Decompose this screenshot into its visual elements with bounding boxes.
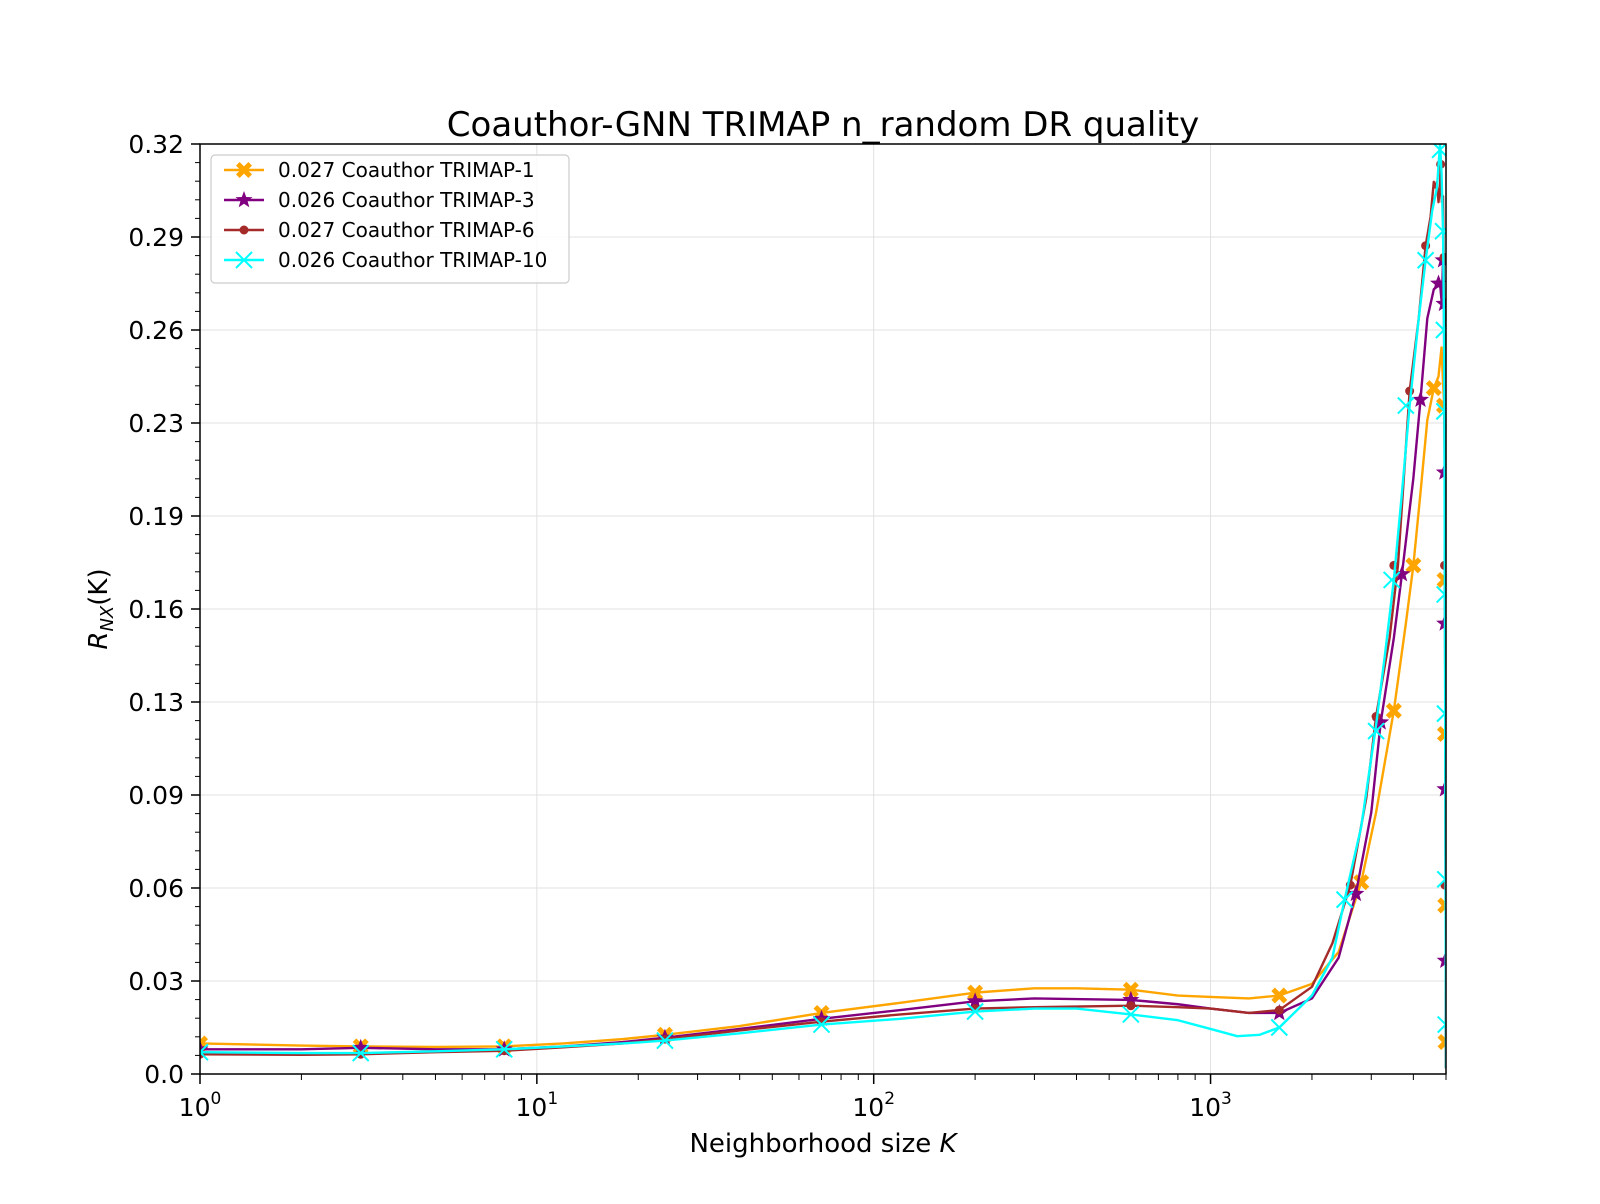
series-marker xyxy=(1385,702,1402,719)
y-axis-label: RNX(K) xyxy=(84,568,118,649)
series-line xyxy=(200,259,1446,1069)
series-marker xyxy=(235,251,253,269)
series-marker xyxy=(1435,321,1446,339)
series-marker xyxy=(1122,1005,1140,1024)
series-marker xyxy=(1435,585,1446,604)
series-marker xyxy=(1436,614,1446,631)
legend-box xyxy=(210,154,570,284)
y-tick-label: 0.32 xyxy=(128,130,184,159)
x-tick-base: 10 xyxy=(516,1093,548,1122)
series-marker xyxy=(966,992,984,1009)
series-marker xyxy=(1425,380,1442,397)
x-tick-base: 10 xyxy=(179,1093,211,1122)
series-marker xyxy=(1274,1005,1284,1015)
series-marker xyxy=(812,1015,831,1034)
y-tick-label: 0.0 xyxy=(144,1060,184,1089)
legend-label: 0.027 Coauthor TRIMAP-6 xyxy=(278,218,535,242)
series-marker xyxy=(1122,990,1140,1008)
series-marker xyxy=(966,1002,984,1021)
legend-entry: 0.027 Coauthor TRIMAP-6 xyxy=(224,218,535,242)
series-marker xyxy=(1416,251,1435,269)
series-marker xyxy=(1436,951,1446,968)
y-tick-label: 0.16 xyxy=(128,595,184,624)
x-tick-label: 100 xyxy=(179,1089,222,1122)
series-marker xyxy=(352,1038,370,1056)
series-line xyxy=(200,346,1446,1069)
series-marker xyxy=(235,191,253,208)
series-marker xyxy=(1126,1001,1136,1011)
legend: 0.027 Coauthor TRIMAP-1 0.026 Coauthor TR… xyxy=(210,154,570,284)
series-trimap-1 xyxy=(200,346,1446,1069)
y-axis-label-sub: NX xyxy=(97,605,118,631)
series-marker xyxy=(1367,722,1385,740)
series-marker xyxy=(1347,884,1365,902)
x-tick-label: 102 xyxy=(852,1089,895,1122)
series-marker xyxy=(200,1043,209,1061)
series-marker xyxy=(1122,981,1139,998)
grid xyxy=(200,144,1446,1074)
series-marker xyxy=(1437,1034,1446,1051)
series-marker xyxy=(1434,222,1446,240)
series-marker xyxy=(236,162,252,178)
series-marker xyxy=(499,1046,509,1056)
y-tick-label: 0.09 xyxy=(128,781,184,810)
x-axis-label-text: Neighborhood size xyxy=(689,1129,939,1159)
x-tick-exp: 0 xyxy=(210,1089,221,1109)
y-tick-label: 0.26 xyxy=(128,316,184,345)
series-marker xyxy=(1411,390,1430,408)
series-trimap-3 xyxy=(200,251,1446,1069)
chart-title: Coauthor-GNN TRIMAP n_random DR quality xyxy=(447,105,1199,145)
series-marker xyxy=(1393,565,1411,582)
x-tick-exp: 3 xyxy=(1221,1089,1232,1109)
x-tick-base: 10 xyxy=(852,1093,884,1122)
x-tick-label: 103 xyxy=(1189,1089,1232,1122)
legend-label: 0.027 Coauthor TRIMAP-1 xyxy=(278,158,535,182)
series-marker xyxy=(1436,725,1446,742)
x-axis-label-var: K xyxy=(939,1129,958,1159)
y-axis-label-args: (K) xyxy=(84,568,114,605)
series-marker xyxy=(495,1040,513,1059)
series-marker xyxy=(1335,890,1354,909)
series-marker xyxy=(1436,704,1446,723)
legend-entry: 0.027 Coauthor TRIMAP-1 xyxy=(224,158,535,182)
series-marker xyxy=(239,225,249,235)
series-marker xyxy=(1270,1018,1289,1037)
series-marker xyxy=(1271,987,1288,1004)
axes: 0.0 0.03 0.06 0.09 0.13 0.16 0.19 0.23 0.26 0.29 0… xyxy=(128,130,1447,1122)
series-marker xyxy=(1429,274,1446,291)
x-tick-exp: 2 xyxy=(884,1089,895,1109)
y-tick-label: 0.03 xyxy=(128,967,184,996)
series-trimap-6 xyxy=(200,159,1446,1069)
legend-label: 0.026 Coauthor TRIMAP-3 xyxy=(278,188,535,212)
series-marker xyxy=(1372,713,1390,730)
series-marker xyxy=(1435,402,1446,421)
x-tick-label: 101 xyxy=(516,1089,559,1122)
legend-entry: 0.026 Coauthor TRIMAP-10 xyxy=(224,248,547,272)
series-marker xyxy=(1437,897,1446,914)
legend-label: 0.026 Coauthor TRIMAP-10 xyxy=(278,248,547,272)
series-marker xyxy=(656,1031,674,1050)
y-tick-label: 0.13 xyxy=(128,688,184,717)
x-axis-label: Neighborhood size K xyxy=(689,1129,958,1159)
series-marker xyxy=(1397,396,1415,415)
y-tick-label: 0.29 xyxy=(128,223,184,252)
x-tick-exp: 1 xyxy=(547,1089,558,1109)
y-tick-label: 0.23 xyxy=(128,409,184,438)
y-axis-label-base: R xyxy=(84,632,114,650)
series-line xyxy=(200,163,1446,1069)
series-marker xyxy=(1383,571,1401,589)
legend-entry: 0.026 Coauthor TRIMAP-3 xyxy=(224,188,535,212)
series-layer xyxy=(200,144,1446,1069)
y-tick-label: 0.19 xyxy=(128,502,184,531)
series-marker xyxy=(352,1044,370,1062)
series-marker xyxy=(1405,557,1422,574)
y-tick-label: 0.06 xyxy=(128,874,184,903)
series-trimap-10 xyxy=(200,144,1446,1069)
x-tick-base: 10 xyxy=(1189,1093,1221,1122)
series-marker xyxy=(1436,780,1446,797)
